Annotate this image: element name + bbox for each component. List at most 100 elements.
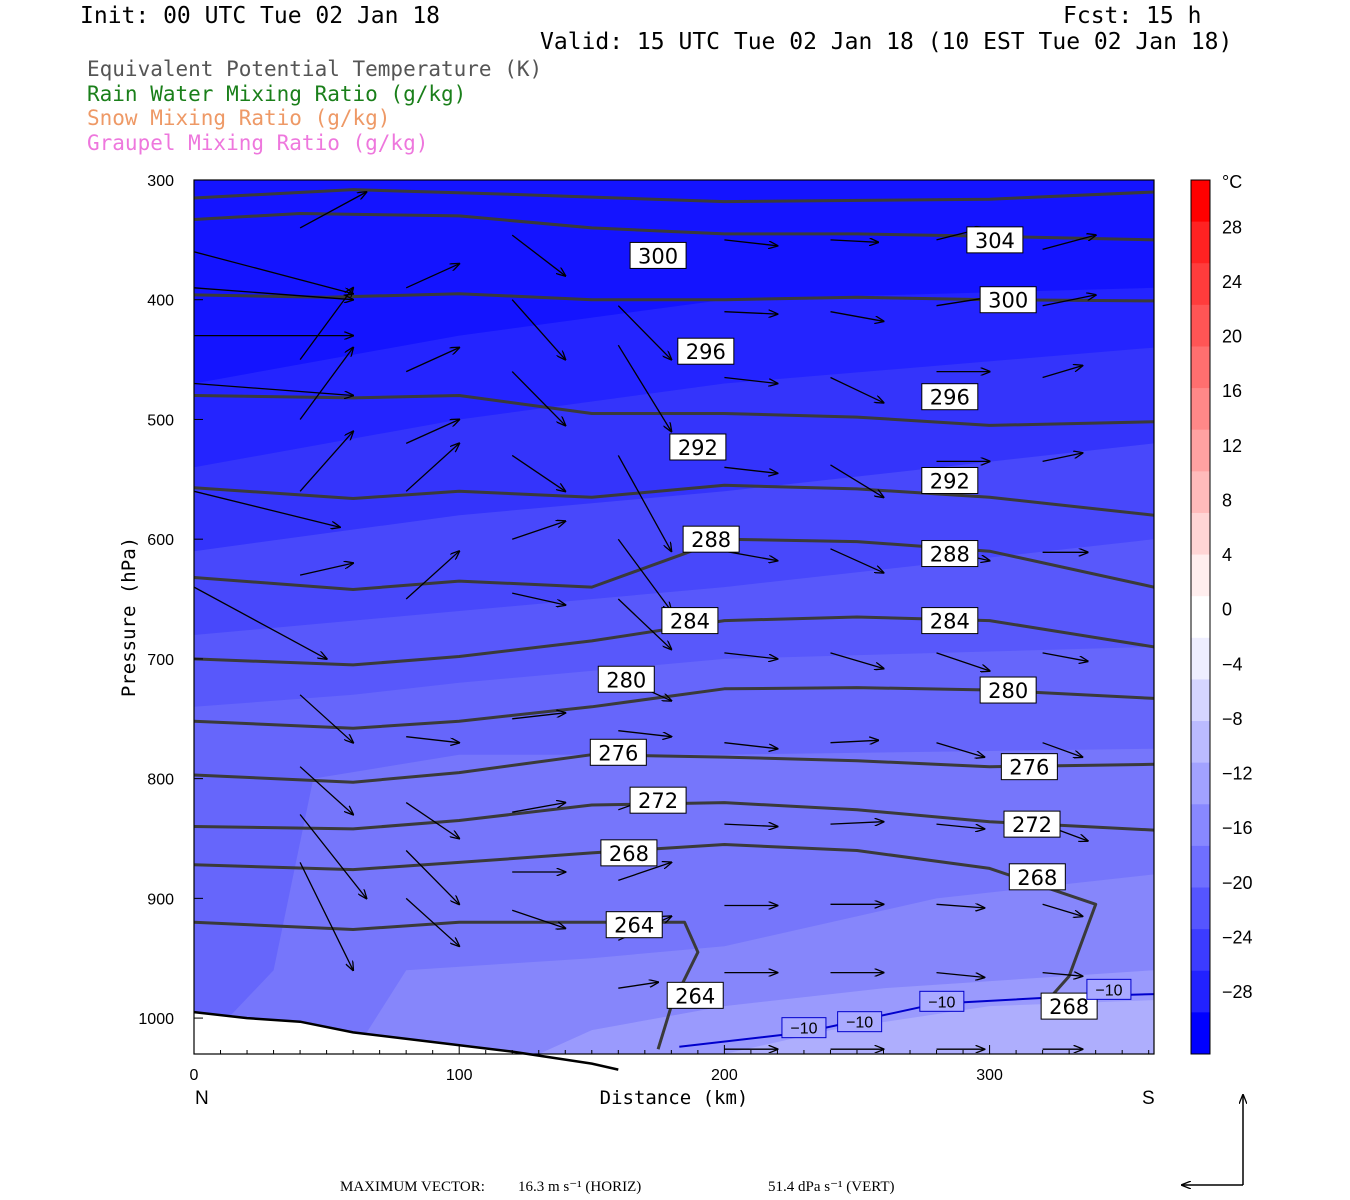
contour-label-text: 292 bbox=[930, 470, 970, 494]
wind-vector bbox=[617, 538, 671, 611]
theta-e-contour-label: 296 bbox=[677, 337, 735, 365]
wind-vector bbox=[1042, 903, 1083, 916]
contour-label-box bbox=[979, 286, 1037, 314]
colorbar-segment bbox=[1191, 263, 1210, 306]
vector-scale-key bbox=[1182, 1095, 1243, 1185]
wind-vector bbox=[299, 563, 353, 576]
contour-label-text: 280 bbox=[606, 668, 646, 692]
wind-vector bbox=[1042, 453, 1083, 463]
contour-label-text: 264 bbox=[675, 984, 715, 1008]
wind-vector bbox=[299, 192, 366, 229]
contour-label-text: 300 bbox=[988, 289, 1028, 313]
contour-label-box bbox=[837, 1011, 883, 1033]
theta-e-contour-line bbox=[194, 686, 1154, 730]
wind-vector bbox=[405, 802, 459, 839]
wind-vector bbox=[405, 551, 459, 600]
theta-e-contour-label: 292 bbox=[669, 433, 727, 461]
wind-vector bbox=[299, 348, 353, 420]
theta-e-contour-label: 304 bbox=[966, 226, 1024, 254]
colorbar-segment bbox=[1191, 970, 1210, 1013]
wind-vector bbox=[299, 814, 366, 899]
theta-e-contour-line bbox=[194, 394, 1154, 427]
contour-label-box bbox=[661, 607, 719, 635]
max-vector-vert: 51.4 dPa s⁻¹ (VERT) bbox=[768, 1179, 895, 1195]
wind-vector bbox=[511, 521, 565, 540]
theta-e-contour-label: 268 bbox=[1008, 863, 1066, 891]
theta-e-contour-label: 264 bbox=[605, 911, 663, 939]
max-vector-horiz: 16.3 m s⁻¹ (HORIZ) bbox=[518, 1179, 641, 1195]
colorbar-tick-label: −16 bbox=[1222, 818, 1253, 838]
wind-vector bbox=[405, 443, 459, 492]
wind-vector bbox=[830, 464, 884, 497]
y-axis: 300 400 500 600 700 800 900 1000 bbox=[138, 173, 203, 1028]
wind-vector bbox=[194, 251, 353, 294]
colorbar-segment bbox=[1191, 388, 1210, 431]
wind-vector bbox=[299, 766, 353, 815]
contour-label-box bbox=[979, 676, 1037, 704]
init-time: Init: 00 UTC Tue 02 Jan 18 bbox=[80, 3, 441, 29]
wind-vector bbox=[617, 305, 671, 360]
contour-label-box bbox=[921, 383, 979, 411]
legend-entry: Rain Water Mixing Ratio (g/kg) bbox=[87, 81, 467, 106]
x-tick-label: 0 bbox=[190, 1067, 199, 1084]
contour-label-box bbox=[966, 226, 1024, 254]
wind-vector bbox=[617, 598, 671, 649]
contour-label-box bbox=[600, 839, 658, 867]
wind-vector bbox=[830, 652, 884, 669]
wind-vector bbox=[1042, 235, 1096, 251]
theta-e-contour-line bbox=[194, 188, 1154, 204]
contour-label-box bbox=[589, 738, 647, 766]
theta-e-contour-line bbox=[194, 483, 1154, 517]
colorbar-tick-label: 24 bbox=[1222, 272, 1242, 292]
wind-vector bbox=[511, 454, 565, 491]
colorbar-segment bbox=[1191, 221, 1210, 264]
contour-label-box bbox=[1086, 978, 1132, 1000]
theta-e-contour-label: 280 bbox=[979, 676, 1037, 704]
theta-e-contour-label: 284 bbox=[661, 607, 719, 635]
contour-label-box bbox=[919, 990, 965, 1012]
contour-label-box bbox=[921, 540, 979, 568]
colorbar-segment bbox=[1191, 554, 1210, 597]
contour-label-text: 300 bbox=[638, 244, 678, 268]
y-tick-label: 900 bbox=[147, 891, 174, 908]
wind-vector bbox=[724, 376, 777, 384]
theta-e-contour-label: 300 bbox=[979, 286, 1037, 314]
colorbar-tick-label: 16 bbox=[1222, 381, 1242, 401]
wind-vector bbox=[405, 420, 459, 444]
wind-vector bbox=[194, 490, 340, 527]
theta-e-contour-label: 276 bbox=[1000, 753, 1058, 781]
wind-vector bbox=[1042, 652, 1088, 661]
wind-vector bbox=[511, 909, 565, 928]
colorbar-tick-label: 0 bbox=[1222, 600, 1232, 620]
contour-label-text: 264 bbox=[614, 914, 654, 938]
theta-e-contour-label: 264 bbox=[666, 981, 724, 1009]
colorbar: 28 24 20 16 12 8 4 0 −4 −8 −12 −16 −20 −24 −28 bbox=[1190, 179, 1253, 1055]
wind-vector bbox=[724, 824, 777, 826]
wind-vector bbox=[936, 823, 985, 829]
x-tick-label: 300 bbox=[976, 1067, 1003, 1084]
colorbar-segment bbox=[1191, 471, 1210, 514]
wind-vector bbox=[512, 592, 565, 605]
x-axis-label: Distance (km) bbox=[600, 1087, 749, 1109]
wind-vector bbox=[299, 862, 353, 970]
contour-label-text: 304 bbox=[975, 229, 1015, 253]
colorbar-tick-label: −4 bbox=[1222, 654, 1243, 674]
forecast-hour: Fcst: 15 h bbox=[1063, 3, 1202, 29]
theta-e-contour-label: 268 bbox=[600, 839, 658, 867]
contour-label-box bbox=[669, 433, 727, 461]
contour-label-text: 280 bbox=[988, 679, 1028, 703]
wind-vector bbox=[936, 652, 990, 671]
wind-vector bbox=[299, 694, 353, 743]
plot-frame bbox=[193, 179, 1155, 1055]
contour-label-box bbox=[629, 786, 687, 814]
contour-label-text: −10 bbox=[1095, 982, 1122, 999]
colorbar-segment bbox=[1191, 679, 1210, 722]
contour-label-text: 272 bbox=[638, 789, 678, 813]
wind-vector bbox=[512, 713, 565, 720]
contour-label-text: 296 bbox=[686, 340, 726, 364]
wind-vector bbox=[618, 982, 658, 989]
wind-vector bbox=[405, 348, 459, 373]
contour-label-text: 268 bbox=[1049, 995, 1089, 1019]
wind-vector bbox=[405, 850, 459, 905]
contour-label-text: 268 bbox=[1017, 866, 1057, 890]
